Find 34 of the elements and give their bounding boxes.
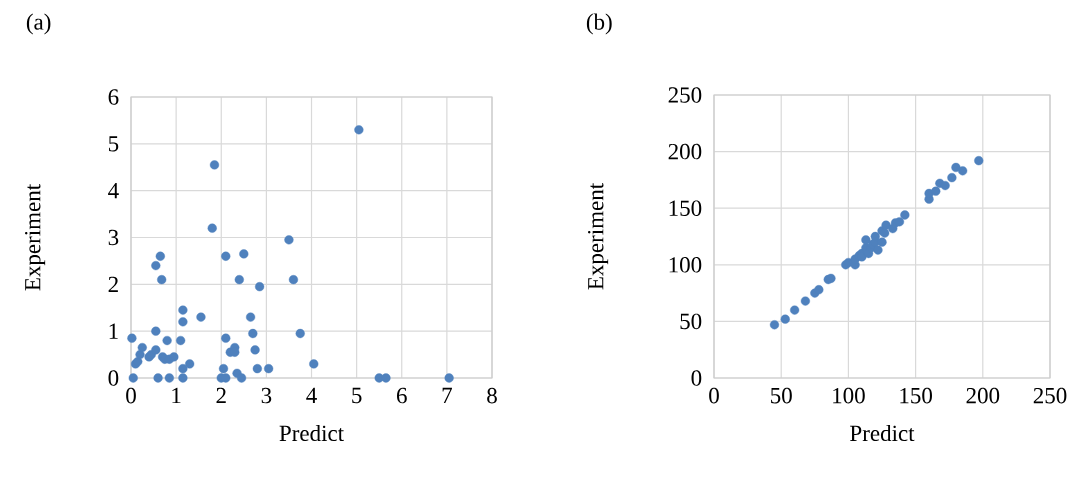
x-axis-title: Predict — [850, 424, 915, 442]
y-tick-label: 100 — [669, 257, 702, 273]
y-tick-label: 0 — [691, 370, 702, 386]
y-tick-label: 5 — [108, 136, 119, 152]
x-axis-title: Predict — [279, 424, 344, 442]
x-tick-label: 200 — [966, 387, 1000, 404]
chart-title: (b) — [586, 13, 612, 35]
y-tick-label: 3 — [108, 229, 119, 246]
y-tick-label: 1 — [109, 323, 118, 339]
chart-title: (a) — [26, 13, 51, 35]
x-tick-label: 150 — [900, 387, 932, 404]
x-tick-label: 3 — [261, 387, 272, 404]
y-tick-label: 200 — [668, 143, 702, 160]
x-tick-label: 6 — [396, 387, 407, 404]
y-tick-label: 150 — [669, 200, 702, 216]
y-tick-label: 4 — [108, 183, 119, 199]
x-tick-label: 8 — [487, 387, 497, 404]
x-tick-label: 7 — [442, 387, 452, 403]
y-tick-label: 250 — [668, 87, 702, 103]
x-tick-label: 50 — [771, 387, 792, 404]
y-axis-title: Experiment — [25, 183, 46, 291]
y-tick-label: 2 — [108, 276, 118, 292]
x-tick-label: 2 — [216, 387, 226, 404]
x-tick-label: 250 — [1033, 387, 1067, 404]
y-tick-label: 0 — [108, 370, 119, 386]
x-tick-label: 0 — [709, 387, 719, 404]
y-axis-title: Experiment — [588, 182, 609, 290]
x-tick-label: 0 — [126, 387, 136, 404]
y-tick-label: 6 — [108, 89, 119, 105]
x-tick-label: 100 — [833, 387, 865, 404]
x-tick-label: 4 — [306, 387, 317, 404]
x-tick-label: 1 — [172, 387, 181, 404]
x-tick-label: 5 — [352, 387, 362, 404]
y-tick-label: 50 — [680, 313, 702, 330]
